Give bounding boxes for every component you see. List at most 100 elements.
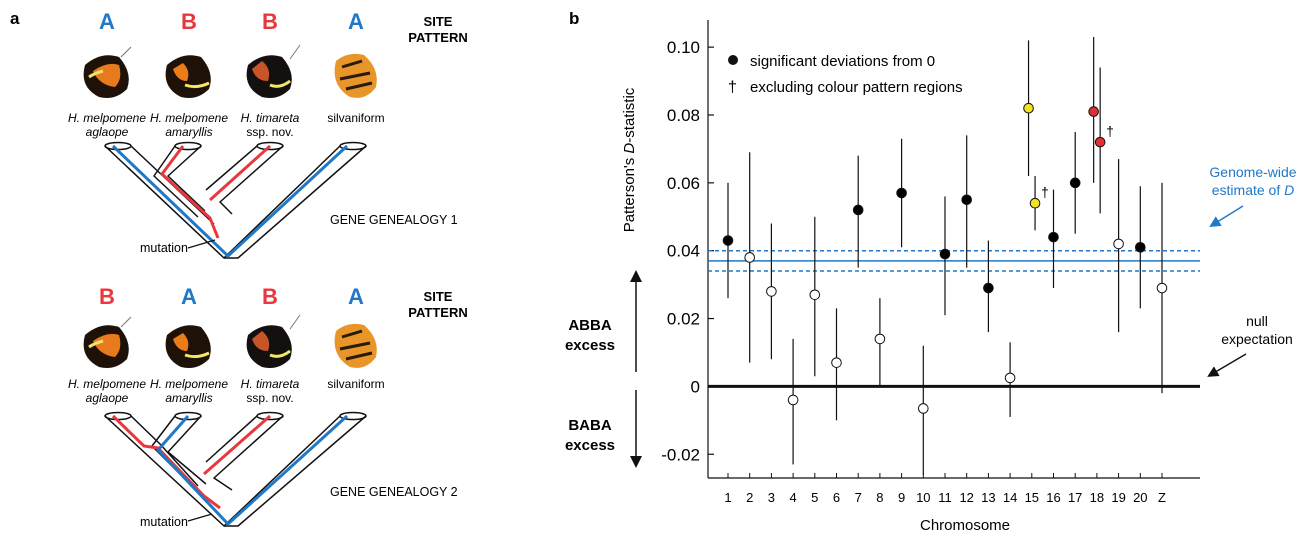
data-point xyxy=(1135,242,1146,253)
genome-wide-label-line2: estimate of D xyxy=(1212,182,1295,198)
data-point xyxy=(1156,282,1168,294)
pattern-2-letter-3: B xyxy=(262,284,278,309)
dagger-mark: † xyxy=(1106,123,1114,139)
data-point xyxy=(1069,177,1081,189)
gene-genealogy-1-tree xyxy=(104,141,367,259)
data-point xyxy=(1094,136,1106,148)
mutation-label-2: mutation xyxy=(140,515,188,529)
taxon-3-line2: ssp. nov. xyxy=(246,391,293,405)
x-tick-label: 10 xyxy=(916,490,930,505)
mutation-pointer-1 xyxy=(187,239,216,249)
y-tick-label: 0 xyxy=(691,377,700,396)
null-expectation-line1: null xyxy=(1246,313,1268,329)
y-axis-label-suffix: -statistic xyxy=(621,87,638,143)
abba-excess-line2: excess xyxy=(565,337,615,354)
gene-genealogy-2-tree xyxy=(104,411,367,527)
taxon-3-line2: ssp. nov. xyxy=(246,125,293,139)
x-tick-label: 9 xyxy=(898,490,905,505)
data-point xyxy=(961,194,973,206)
x-tick-label: 16 xyxy=(1046,490,1060,505)
taxon-2-line2: amaryllis xyxy=(165,125,212,139)
x-tick-label: 2 xyxy=(746,490,753,505)
y-ticks: -0.02 0 0.02 0.04 0.06 0.08 0.10 xyxy=(661,38,714,464)
y-tick-label: 0.06 xyxy=(667,174,700,193)
y-tick-label: -0.02 xyxy=(661,445,700,464)
null-expectation-line2: expectation xyxy=(1221,331,1293,347)
taxon-1-line2: aglaope xyxy=(86,125,129,139)
legend-item-significant: significant deviations from 0 xyxy=(750,53,935,70)
data-point xyxy=(722,235,734,246)
x-tick-label: 20 xyxy=(1133,490,1147,505)
taxon-1-line2: aglaope xyxy=(86,391,129,405)
genome-wide-label-line1: Genome-wide xyxy=(1209,164,1296,180)
x-tick-label: 15 xyxy=(1025,490,1039,505)
data-point xyxy=(1088,106,1099,117)
data-point xyxy=(787,394,799,406)
baba-excess-line2: excess xyxy=(565,437,615,454)
reference-lines xyxy=(708,249,1200,388)
pattern-1-letter-2: B xyxy=(181,9,197,34)
x-axis-label: Chromosome xyxy=(920,517,1010,533)
x-tick-label: 4 xyxy=(789,490,796,505)
x-tick-label: 18 xyxy=(1090,490,1104,505)
y-tick-label: 0.08 xyxy=(667,106,700,125)
data-point xyxy=(1113,238,1124,250)
data-point xyxy=(1048,231,1059,243)
butterfly-melpomene-amaryllis-icon xyxy=(165,55,211,98)
x-tick-label: 3 xyxy=(768,490,775,505)
y-tick-label: 0.04 xyxy=(667,242,700,261)
site-pattern-label-2a: SITE xyxy=(424,289,453,304)
pattern-1-letter-1: A xyxy=(99,9,115,34)
panel-a-label: a xyxy=(10,9,20,28)
data-point xyxy=(744,252,756,263)
x-tick-label: 7 xyxy=(855,490,862,505)
pattern-2-letter-1: B xyxy=(99,284,115,309)
data-point xyxy=(874,333,886,345)
y-axis-label-prefix: Patterson's xyxy=(621,154,638,233)
taxon-4-line1: silvaniform xyxy=(327,377,384,391)
data-point xyxy=(766,286,777,297)
x-tick-label: 14 xyxy=(1003,490,1017,505)
taxa-labels-1: H. melpomene aglaope H. melpomene amaryl… xyxy=(68,111,385,139)
butterfly-timareta-icon xyxy=(246,314,301,368)
mutation-pointer-2 xyxy=(187,513,213,522)
dagger-mark: † xyxy=(1041,184,1049,200)
x-tick-label: 17 xyxy=(1068,490,1082,505)
data-point xyxy=(809,289,821,301)
data-point xyxy=(918,403,929,414)
data-point xyxy=(983,282,994,294)
null-expectation-arrow-icon xyxy=(1207,353,1247,377)
data-point xyxy=(939,248,951,260)
butterfly-timareta-icon xyxy=(246,44,301,98)
taxon-4-line1: silvaniform xyxy=(327,111,384,125)
abba-excess-line1: ABBA xyxy=(568,317,611,334)
site-pattern-label-1a: SITE xyxy=(424,14,453,29)
x-tick-label: 8 xyxy=(876,490,883,505)
mutation-label-1: mutation xyxy=(140,241,188,255)
legend: significant deviations from 0 † excludin… xyxy=(728,53,963,96)
butterfly-silvaniform-icon xyxy=(334,323,377,368)
taxon-3-line1: H. timareta xyxy=(241,111,300,125)
butterfly-melpomene-aglaope-icon xyxy=(83,316,132,368)
data-points: †† xyxy=(722,36,1168,475)
y-axis-label: Patterson's D-statistic xyxy=(621,87,638,232)
legend-dagger-icon: † xyxy=(728,79,737,96)
data-point xyxy=(896,187,907,199)
pattern-1-letter-3: B xyxy=(262,9,278,34)
site-pattern-2: B A B A SITE PATTERN xyxy=(99,284,468,320)
y-tick-label: 0.02 xyxy=(667,310,700,329)
taxon-3-line1: H. timareta xyxy=(241,377,300,391)
genome-wide-label-prefix: estimate of xyxy=(1212,182,1284,198)
y-tick-label: 0.10 xyxy=(667,38,700,57)
site-pattern-label-2b: PATTERN xyxy=(408,305,467,320)
x-tick-label: 5 xyxy=(811,490,818,505)
x-tick-label: 6 xyxy=(833,490,840,505)
y-axis-label-italic: D xyxy=(621,143,638,154)
legend-filled-dot-icon xyxy=(728,55,738,65)
panel-b-label: b xyxy=(569,9,579,28)
site-pattern-1: A B B A SITE PATTERN xyxy=(99,9,468,45)
x-tick-label: 11 xyxy=(938,490,952,505)
pattern-2-letter-2: A xyxy=(181,284,197,309)
taxon-1-line1: H. melpomene xyxy=(68,377,146,391)
data-point xyxy=(1004,372,1016,384)
